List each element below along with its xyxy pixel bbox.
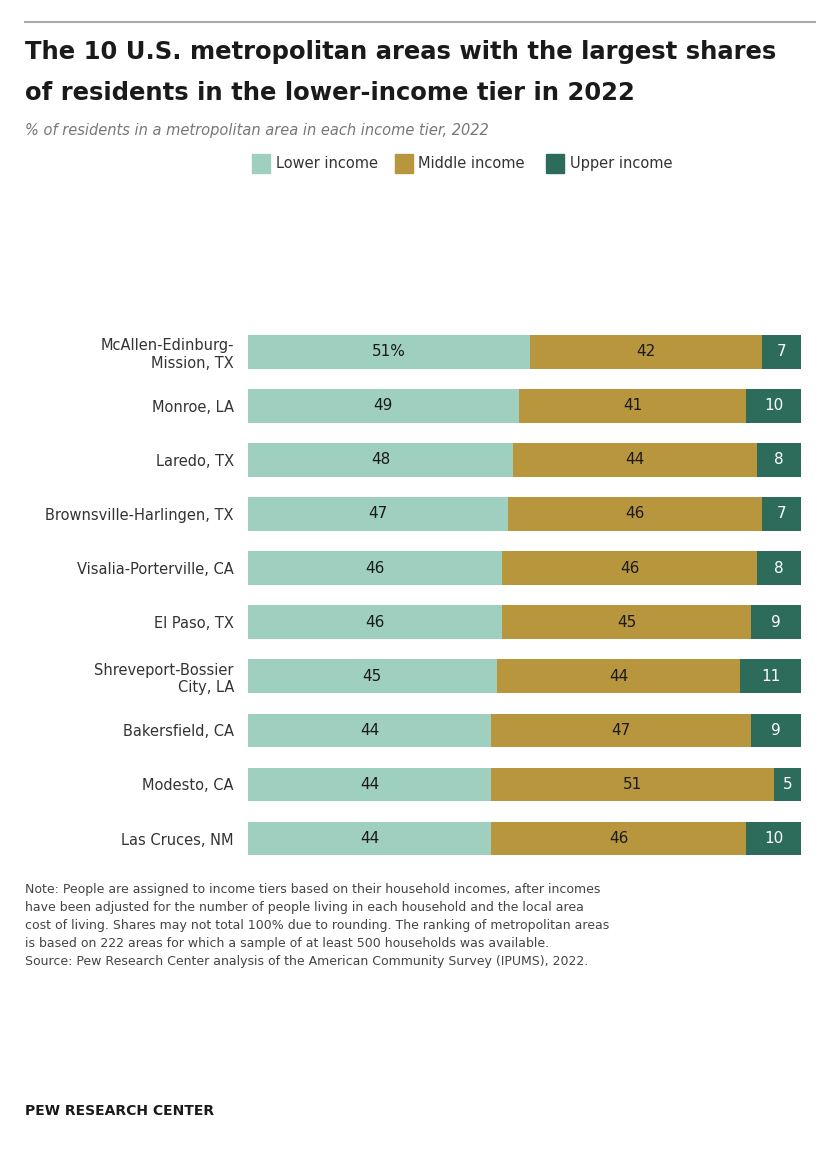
Bar [248, 389, 519, 422]
Text: 46: 46 [609, 831, 628, 846]
Bar [248, 659, 496, 693]
Text: 41: 41 [622, 398, 642, 413]
Text: Middle income: Middle income [418, 155, 525, 171]
Text: 10: 10 [764, 831, 783, 846]
Text: Lower income: Lower income [276, 155, 377, 171]
Text: 45: 45 [363, 669, 382, 684]
Text: 42: 42 [637, 344, 656, 359]
Text: 46: 46 [365, 614, 385, 630]
Bar [513, 443, 757, 477]
Text: 44: 44 [360, 831, 379, 846]
Bar [496, 659, 740, 693]
Text: 7: 7 [777, 344, 786, 359]
Text: 44: 44 [626, 452, 645, 467]
Text: 46: 46 [620, 560, 639, 576]
Bar [763, 335, 801, 368]
Text: 47: 47 [368, 506, 387, 521]
Bar [757, 551, 801, 585]
Bar [508, 497, 763, 531]
Bar [248, 497, 508, 531]
Text: 8: 8 [774, 560, 784, 576]
Text: Note: People are assigned to income tiers based on their household incomes, afte: Note: People are assigned to income tier… [25, 883, 610, 968]
Bar [746, 389, 801, 422]
Text: The 10 U.S. metropolitan areas with the largest shares: The 10 U.S. metropolitan areas with the … [25, 40, 776, 64]
Text: 51%: 51% [372, 344, 406, 359]
Text: 8: 8 [774, 452, 784, 467]
Bar [746, 822, 801, 856]
Text: PEW RESEARCH CENTER: PEW RESEARCH CENTER [25, 1104, 214, 1118]
Text: of residents in the lower-income tier in 2022: of residents in the lower-income tier in… [25, 81, 635, 105]
Bar [752, 713, 801, 748]
Text: 9: 9 [771, 723, 781, 738]
Bar [502, 605, 752, 639]
Bar [248, 768, 491, 802]
Bar [248, 713, 491, 748]
Bar [757, 443, 801, 477]
Text: 44: 44 [360, 723, 379, 738]
Text: 7: 7 [777, 506, 786, 521]
Bar [248, 822, 491, 856]
Text: 44: 44 [360, 777, 379, 792]
Text: 45: 45 [617, 614, 637, 630]
Bar [774, 768, 801, 802]
Bar [491, 768, 774, 802]
Text: 10: 10 [764, 398, 783, 413]
Bar [740, 659, 801, 693]
Bar [491, 713, 752, 748]
Text: 47: 47 [612, 723, 631, 738]
Text: 46: 46 [365, 560, 385, 576]
Text: Upper income: Upper income [570, 155, 672, 171]
Text: 44: 44 [609, 669, 628, 684]
Bar [248, 551, 502, 585]
Text: 49: 49 [374, 398, 393, 413]
Bar [248, 605, 502, 639]
Bar [763, 497, 801, 531]
Bar [491, 822, 746, 856]
Text: % of residents in a metropolitan area in each income tier, 2022: % of residents in a metropolitan area in… [25, 123, 489, 138]
Bar [519, 389, 746, 422]
Bar [248, 443, 513, 477]
Text: 51: 51 [622, 777, 642, 792]
Text: 46: 46 [626, 506, 645, 521]
Text: 5: 5 [783, 777, 792, 792]
Bar [248, 335, 530, 368]
Text: 11: 11 [761, 669, 780, 684]
Bar [530, 335, 763, 368]
Text: 9: 9 [771, 614, 781, 630]
Bar [752, 605, 801, 639]
Text: 48: 48 [371, 452, 391, 467]
Bar [502, 551, 757, 585]
